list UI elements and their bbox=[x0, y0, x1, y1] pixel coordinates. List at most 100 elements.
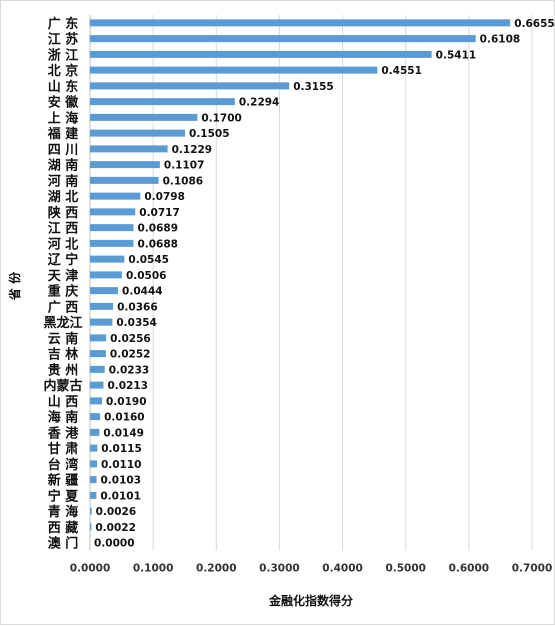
bar bbox=[90, 176, 159, 184]
data-label: 0.6108 bbox=[480, 34, 521, 46]
category-label: 重 庆 bbox=[48, 284, 79, 300]
data-label: 0.0689 bbox=[138, 223, 179, 235]
bar bbox=[90, 271, 122, 279]
category-label: 湖 北 bbox=[48, 190, 79, 205]
category-label: 山 东 bbox=[48, 79, 79, 95]
data-label: 0.0366 bbox=[117, 301, 158, 313]
bar bbox=[90, 334, 107, 342]
category-label: 黑龙江 bbox=[43, 315, 82, 331]
bar bbox=[90, 50, 432, 58]
data-label: 0.0717 bbox=[139, 207, 180, 219]
data-label: 0.0103 bbox=[101, 475, 142, 487]
bar bbox=[90, 318, 113, 326]
bar bbox=[90, 350, 106, 358]
bar bbox=[90, 365, 105, 373]
data-label: 0.1086 bbox=[163, 175, 204, 187]
bars bbox=[90, 19, 511, 531]
category-label: 广 东 bbox=[48, 16, 79, 32]
data-label: 0.0149 bbox=[103, 427, 144, 439]
data-label: 0.0000 bbox=[94, 538, 135, 550]
data-label: 0.0110 bbox=[101, 459, 142, 471]
x-tick-label: 0.7000 bbox=[512, 563, 553, 575]
category-label: 贵 州 bbox=[48, 362, 79, 378]
category-label: 江 苏 bbox=[48, 32, 79, 48]
bar bbox=[90, 302, 114, 310]
x-tick-label: 0.0000 bbox=[70, 563, 111, 575]
y-axis-label: 省 份 bbox=[7, 271, 22, 301]
category-label: 安 徽 bbox=[48, 95, 80, 111]
x-tick-label: 0.6000 bbox=[449, 563, 490, 575]
x-tick-label: 0.4000 bbox=[322, 563, 363, 575]
category-label: 新 疆 bbox=[48, 473, 79, 489]
category-label: 天 津 bbox=[48, 268, 79, 284]
category-label: 澳 门 bbox=[48, 536, 79, 552]
data-label: 0.0022 bbox=[95, 522, 136, 534]
category-label: 四 川 bbox=[48, 143, 79, 158]
category-label: 福 建 bbox=[47, 126, 79, 142]
category-label: 广 西 bbox=[48, 299, 79, 315]
x-tick-label: 0.2000 bbox=[196, 563, 237, 575]
bar bbox=[90, 413, 101, 421]
category-label: 山 西 bbox=[48, 394, 79, 410]
category-label: 海 南 bbox=[48, 410, 79, 426]
bar bbox=[90, 98, 235, 106]
category-label: 湖 南 bbox=[48, 158, 79, 174]
data-label: 0.4551 bbox=[381, 65, 422, 77]
data-label: 0.0026 bbox=[96, 506, 137, 518]
category-label: 辽 宁 bbox=[48, 252, 79, 268]
bar bbox=[90, 208, 136, 216]
category-label: 浙 江 bbox=[48, 47, 79, 63]
x-tick-label: 0.3000 bbox=[259, 563, 300, 575]
data-label: 0.0190 bbox=[106, 396, 147, 408]
bar bbox=[90, 460, 97, 468]
bar bbox=[90, 161, 160, 169]
category-label: 陕 西 bbox=[48, 205, 79, 221]
category-label: 河 南 bbox=[48, 173, 79, 189]
category-label: 西 藏 bbox=[48, 520, 79, 536]
bar bbox=[90, 113, 198, 121]
x-axis-label: 金融化指数得分 bbox=[268, 593, 353, 608]
data-label: 0.0101 bbox=[100, 490, 141, 502]
category-label: 上 海 bbox=[48, 110, 79, 126]
data-label: 0.1700 bbox=[201, 112, 242, 124]
x-tick-label: 0.1000 bbox=[133, 563, 174, 575]
category-label: 台 湾 bbox=[48, 457, 79, 473]
category-label: 北 京 bbox=[48, 63, 79, 79]
data-label: 0.1229 bbox=[172, 144, 213, 156]
data-label: 0.0256 bbox=[110, 333, 151, 345]
bar bbox=[90, 397, 102, 405]
gridlines bbox=[89, 15, 533, 551]
bar bbox=[90, 239, 134, 247]
bar bbox=[90, 224, 134, 232]
bar bbox=[90, 428, 100, 436]
bar bbox=[90, 507, 92, 515]
bar bbox=[90, 255, 125, 263]
data-label: 0.0444 bbox=[122, 286, 163, 298]
data-label: 0.0160 bbox=[104, 412, 145, 424]
bar bbox=[90, 19, 511, 27]
category-label: 云 南 bbox=[48, 331, 79, 347]
bar bbox=[90, 381, 104, 389]
data-label: 0.0506 bbox=[126, 270, 167, 282]
category-label: 江 西 bbox=[48, 221, 79, 237]
bar bbox=[90, 35, 476, 43]
data-label: 0.0252 bbox=[110, 349, 151, 361]
data-label: 0.2294 bbox=[239, 97, 280, 109]
bar bbox=[90, 491, 97, 499]
bar bbox=[90, 145, 168, 153]
bar bbox=[90, 523, 92, 531]
category-label: 青 海 bbox=[48, 504, 79, 520]
x-tick-label: 0.5000 bbox=[385, 563, 426, 575]
data-label: 0.1107 bbox=[164, 160, 205, 172]
data-label: 0.0213 bbox=[107, 380, 148, 392]
bar bbox=[90, 66, 378, 74]
data-label: 0.0688 bbox=[137, 238, 178, 250]
labels: 0.0000 0.1000 0.2000 0.3000 0.4000 0.5000 0.60… bbox=[43, 16, 554, 575]
data-label: 0.3155 bbox=[293, 81, 334, 93]
category-label: 内蒙古 bbox=[43, 378, 82, 394]
data-label: 0.0354 bbox=[116, 317, 157, 329]
bar bbox=[90, 192, 141, 200]
bar bbox=[90, 129, 186, 137]
data-label: 0.1505 bbox=[189, 128, 230, 140]
